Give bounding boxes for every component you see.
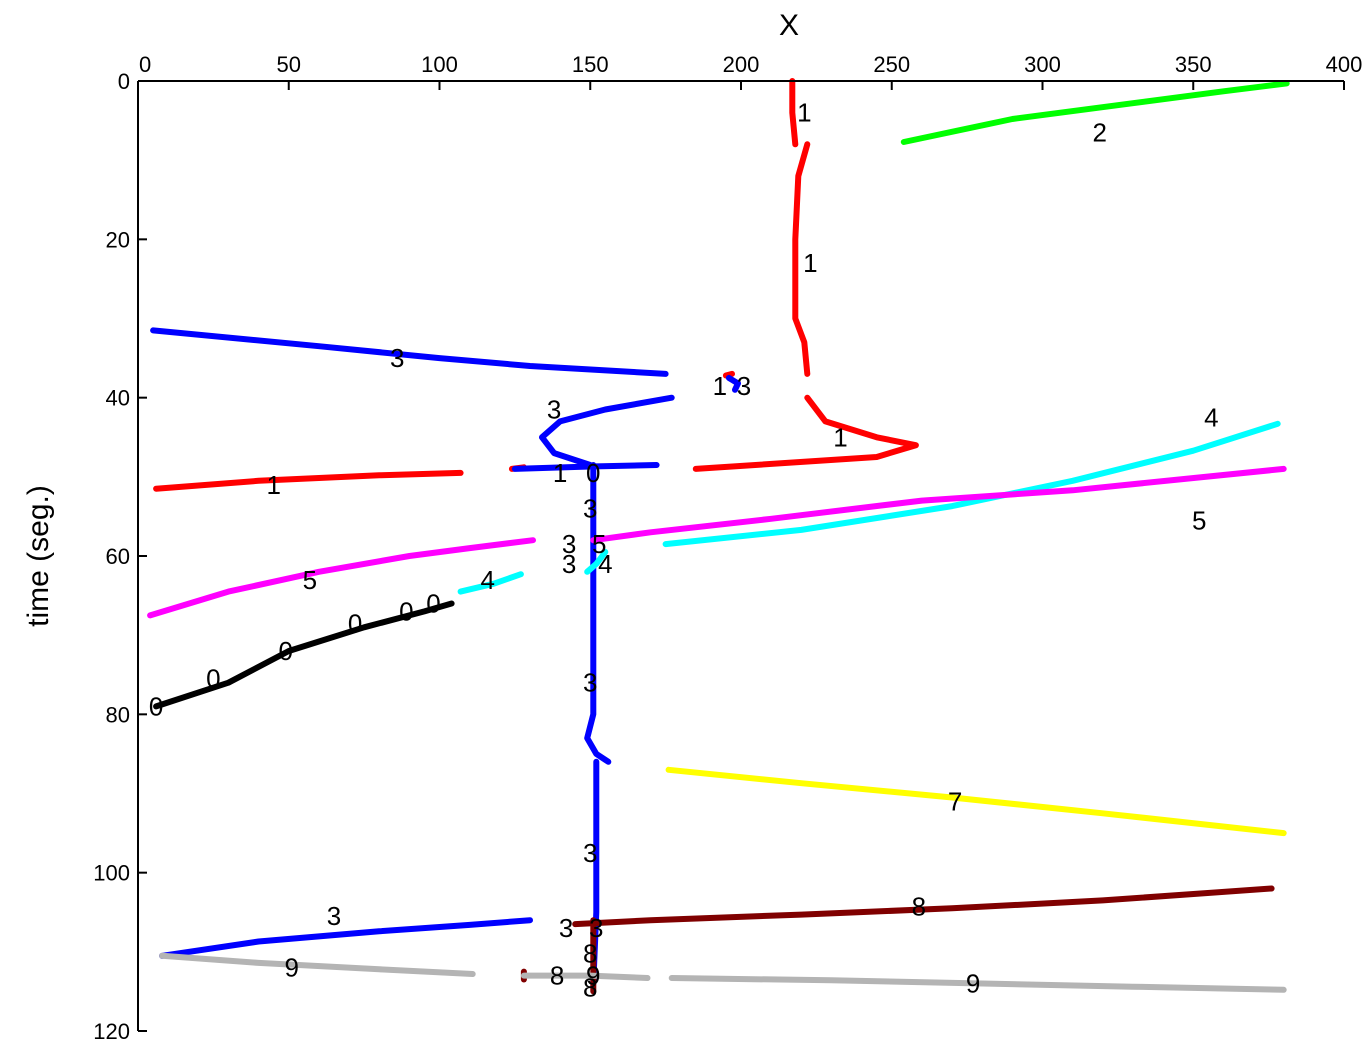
- y-tick-label: 60: [106, 544, 130, 569]
- track-label: 3: [583, 668, 597, 698]
- track-label: 4: [481, 565, 495, 595]
- x-tick-label: 250: [873, 52, 910, 77]
- track-line-9: [520, 972, 651, 981]
- track-line-1: [153, 469, 464, 492]
- track-line-9: [668, 975, 1287, 993]
- y-tick-label: 40: [106, 386, 130, 411]
- x-tick-label: 200: [723, 52, 760, 77]
- track-label: 3: [583, 494, 597, 524]
- track-line-3: [584, 462, 612, 765]
- track-line-9: [159, 952, 476, 977]
- track-label: 1: [553, 458, 567, 488]
- track-line-3: [159, 917, 533, 959]
- track-label: 3: [562, 529, 576, 559]
- track-label: 4: [598, 549, 612, 579]
- track-label: 1: [797, 98, 811, 128]
- track-line-4: [662, 420, 1281, 548]
- track-label: 3: [547, 395, 561, 425]
- track-label: 1: [833, 422, 847, 452]
- track-line-3: [539, 394, 675, 468]
- track-label: 0: [399, 596, 413, 626]
- track-label: 3: [562, 549, 576, 579]
- y-tick-label: 20: [106, 227, 130, 252]
- x-tick-label: 0: [139, 52, 151, 77]
- y-tick-label: 80: [106, 702, 130, 727]
- track-label: 9: [966, 969, 980, 999]
- track-line-1: [722, 370, 735, 379]
- x-tick-label: 100: [421, 52, 458, 77]
- track-line-1: [692, 394, 919, 472]
- x-tick-label: 50: [277, 52, 301, 77]
- track-label: 3: [589, 913, 603, 943]
- track-label: 8: [583, 972, 597, 1002]
- y-tick-label: 100: [93, 861, 130, 886]
- x-tick-label: 350: [1175, 52, 1212, 77]
- track-line-1: [789, 78, 799, 148]
- y-tick-label: 120: [93, 1019, 130, 1044]
- track-label: 0: [206, 664, 220, 694]
- track-label: 1: [713, 371, 727, 401]
- track-label: 0: [279, 636, 293, 666]
- track-label: 0: [586, 458, 600, 488]
- track-line-7: [665, 766, 1287, 837]
- track-label: 8: [912, 892, 926, 922]
- track-label: 1: [803, 248, 817, 278]
- track-line-2: [900, 80, 1290, 145]
- track-label: 2: [1093, 117, 1107, 147]
- track-line-3: [725, 374, 741, 393]
- track-label: 5: [1192, 505, 1206, 535]
- x-axis-title: X: [779, 9, 799, 42]
- track-line-4: [457, 571, 524, 595]
- track-line-3: [150, 327, 669, 377]
- track-label: 5: [303, 565, 317, 595]
- track-label: 3: [390, 343, 404, 373]
- track-label: 7: [948, 786, 962, 816]
- y-axis-title: time (seg.): [22, 485, 55, 627]
- track-label: 5: [592, 529, 606, 559]
- track-label: 3: [559, 913, 573, 943]
- track-line-8: [572, 885, 1275, 928]
- track-label: 9: [586, 961, 600, 991]
- track-label: 1: [266, 470, 280, 500]
- track-label: 0: [149, 691, 163, 721]
- track-label: 8: [550, 961, 564, 991]
- track-line-1: [792, 141, 811, 377]
- x-tick-label: 300: [1024, 52, 1061, 77]
- track-label: 0: [348, 608, 362, 638]
- track-label: 8: [583, 938, 597, 968]
- track-line-5: [590, 465, 1287, 544]
- track-label: 9: [285, 953, 299, 983]
- track-label: 4: [1204, 402, 1218, 432]
- track-label: 3: [327, 901, 341, 931]
- track-label: 3: [737, 371, 751, 401]
- y-tick-label: 0: [118, 69, 130, 94]
- x-tick-label: 150: [572, 52, 609, 77]
- track-line-4: [584, 549, 609, 575]
- track-line-5: [147, 537, 536, 619]
- x-tick-label: 400: [1326, 52, 1363, 77]
- track-label: 3: [583, 838, 597, 868]
- track-line-0: [153, 600, 455, 710]
- track-label: 0: [426, 589, 440, 619]
- series-group: [147, 78, 1290, 995]
